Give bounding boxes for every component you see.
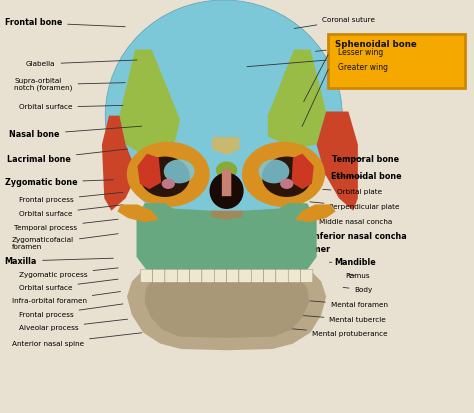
Text: Perpendicular plate: Perpendicular plate [310,202,400,210]
Text: Parietal bone: Parietal bone [316,42,392,51]
Ellipse shape [259,159,289,183]
Text: Mental tubercle: Mental tubercle [296,315,386,323]
Polygon shape [119,50,180,157]
Polygon shape [211,211,243,220]
Text: Mandible: Mandible [329,258,376,267]
Text: Orbital surface: Orbital surface [19,279,118,291]
Ellipse shape [262,157,311,197]
Text: Coronal suture: Coronal suture [294,17,375,28]
FancyBboxPatch shape [264,269,276,282]
Text: Ramus: Ramus [345,273,370,279]
Ellipse shape [280,178,293,189]
Text: Vomer: Vomer [256,243,331,254]
Text: Greater wing: Greater wing [338,63,388,72]
Text: Anterior nasal spine: Anterior nasal spine [12,333,142,347]
FancyBboxPatch shape [288,269,301,282]
FancyBboxPatch shape [140,269,153,282]
Text: Glabella: Glabella [26,60,137,67]
Text: Mental foramen: Mental foramen [310,301,388,308]
Text: Temporal bone: Temporal bone [332,154,399,164]
FancyBboxPatch shape [276,269,288,282]
Text: Orbital surface: Orbital surface [19,104,123,110]
Polygon shape [102,116,137,211]
Text: Body: Body [343,287,373,293]
Ellipse shape [162,178,175,189]
Ellipse shape [242,142,325,207]
FancyBboxPatch shape [190,269,202,282]
Ellipse shape [127,142,210,207]
FancyBboxPatch shape [328,34,465,88]
Text: Nasal bone: Nasal bone [9,126,142,139]
Ellipse shape [140,157,190,197]
FancyBboxPatch shape [177,269,190,282]
Ellipse shape [216,161,237,179]
Polygon shape [118,204,159,222]
Text: Lacrimal bone: Lacrimal bone [7,149,128,164]
FancyBboxPatch shape [202,269,214,282]
Text: Ethmoidal bone: Ethmoidal bone [331,172,401,181]
Text: Frontal bone: Frontal bone [5,18,125,27]
FancyBboxPatch shape [227,269,239,282]
Ellipse shape [105,0,342,231]
FancyBboxPatch shape [239,269,251,282]
Text: Temporal process: Temporal process [14,219,118,230]
Text: Infra-orbital foramen: Infra-orbital foramen [12,292,120,304]
Polygon shape [222,169,231,196]
Polygon shape [292,154,314,189]
Text: Nasion: Nasion [247,56,356,66]
Text: Mental protuberance: Mental protuberance [274,328,388,337]
FancyBboxPatch shape [301,269,313,282]
Text: Alveolar process: Alveolar process [19,319,128,331]
Ellipse shape [210,173,244,209]
Polygon shape [268,50,326,149]
FancyBboxPatch shape [165,269,177,282]
Polygon shape [137,154,161,189]
Text: Zygomaticofacial
foramen: Zygomaticofacial foramen [12,234,118,250]
Text: Middle nasal concha: Middle nasal concha [297,214,392,225]
Text: Frontal process: Frontal process [19,304,123,318]
Text: Sphenoidal bone: Sphenoidal bone [335,40,417,49]
Text: Zygomatic process: Zygomatic process [19,268,118,278]
Text: Lesser wing: Lesser wing [338,47,383,57]
Ellipse shape [164,159,194,183]
Text: Inferior nasal concha: Inferior nasal concha [286,228,407,241]
FancyBboxPatch shape [214,269,227,282]
Text: Supra-orbital
notch (foramen): Supra-orbital notch (foramen) [14,78,125,91]
Polygon shape [145,278,309,338]
Text: Maxilla: Maxilla [5,256,113,266]
Polygon shape [137,203,317,282]
Polygon shape [212,137,239,155]
FancyBboxPatch shape [153,269,165,282]
Text: Orbital surface: Orbital surface [19,205,123,217]
Text: Frontal process: Frontal process [19,192,123,203]
Text: Zygomatic bone: Zygomatic bone [5,178,113,187]
Text: Orbital plate: Orbital plate [323,189,382,195]
Polygon shape [127,272,326,350]
Polygon shape [317,112,358,211]
Polygon shape [295,204,336,222]
FancyBboxPatch shape [251,269,264,282]
